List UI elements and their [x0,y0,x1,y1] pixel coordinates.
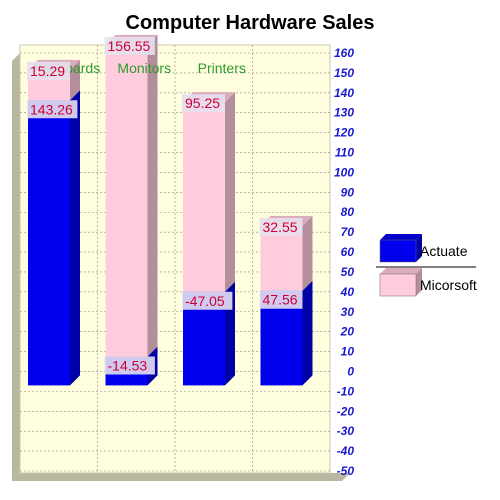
y-tick-label: -30 [337,424,355,438]
bar-micorsoft [260,225,303,291]
data-label: -14.53 [108,357,148,373]
legend-swatch-side [416,234,422,262]
y-tick-label: 160 [334,46,354,60]
y-tick-label: -10 [337,384,355,398]
y-tick-label: 100 [334,165,354,179]
y-tick-label: 110 [335,146,354,160]
y-tick-label: 10 [341,345,355,359]
y-tick-label: 80 [341,205,355,219]
y-tick-label: 150 [334,66,354,80]
data-label: -47.05 [185,293,225,309]
data-label-bg [27,100,78,119]
category-label: Printers [198,60,246,76]
data-label-bg [104,36,155,55]
data-label: 95.25 [185,95,220,111]
bar-side-micorsoft [70,59,80,101]
bar-side-actuate [70,90,80,386]
y-tick-label: 140 [334,86,354,100]
bar-side-micorsoft [302,215,313,291]
y-tick-label: 40 [340,285,355,299]
y-tick-label: -20 [337,404,355,418]
legend-swatch-top [380,234,422,240]
y-tick-label: 30 [341,305,355,319]
bar-actuate [28,100,70,386]
y-tick-label: -50 [337,464,355,478]
y-tick-label: 0 [347,364,354,378]
chart-title: Computer Hardware Sales [125,12,375,34]
y-tick-label: 60 [341,245,355,259]
legend-swatch-side [416,268,422,296]
bar-micorsoft [183,102,225,292]
data-label-bg [259,290,303,309]
bar-side-actuate [302,280,313,386]
y-tick-label: 90 [341,185,355,199]
data-label: 32.55 [263,219,298,235]
chart-side-wall [12,53,20,481]
data-label-bg [182,291,233,310]
y-tick-label: -40 [337,444,355,458]
data-label: 47.56 [263,292,298,308]
chart-floor [12,473,350,481]
bar-side-micorsoft [225,92,235,292]
data-label: 156.55 [108,38,151,54]
category-label: Monitors [117,60,171,76]
data-label: 15.29 [30,63,65,79]
legend-label-actuate: Actuate [420,243,468,259]
legend-swatch-micorsoft [379,273,417,297]
legend-label-micorsoft: Micorsoft [420,277,477,293]
bar-side-micorsoft [147,34,158,357]
legend-swatch-actuate [379,239,417,263]
data-label: 143.26 [30,101,73,117]
y-tick-label: 20 [340,325,355,339]
y-tick-label: 130 [334,106,354,120]
bar-micorsoft [105,44,148,357]
data-label-bg [182,94,225,113]
data-label-bg [27,61,70,80]
data-label-bg [104,356,155,375]
y-tick-label: 70 [341,225,355,239]
y-tick-label: 50 [341,265,355,279]
y-tick-label: 120 [334,126,354,140]
data-label-bg [259,217,303,236]
legend-swatch-top [380,268,422,274]
